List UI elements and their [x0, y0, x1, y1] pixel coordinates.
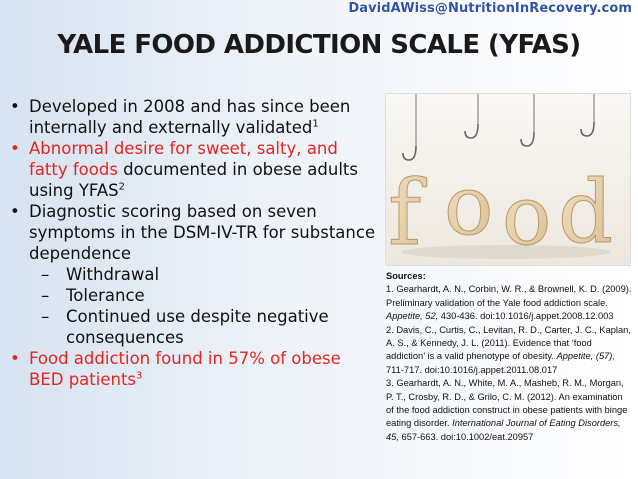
letter-d: d [558, 163, 613, 263]
bullet-bed-patients: Food addiction found in 57% of obese BED… [8, 348, 380, 390]
bullet-validation-text: Developed in 2008 and has since been int… [29, 97, 351, 137]
subbullet-withdrawal-text: Withdrawal [66, 265, 160, 284]
footnote-2: 2 [118, 181, 126, 193]
watermark-email: DavidAWiss@NutritionInRecovery.com [348, 1, 632, 16]
footnote-1: 1 [312, 118, 319, 130]
bullet-bed-patients-text: Food addiction found in 57% of obese BED… [29, 349, 341, 389]
bullet-validation: Developed in 2008 and has since been int… [8, 96, 380, 138]
source-ref-2: 2. Davis, C., Curtis, C., Levitan, R. D.… [386, 324, 631, 375]
subbullet-tolerance-text: Tolerance [66, 286, 145, 305]
source-ref-1: 1. Gearhardt, A. N., Corbin, W. R., & Br… [386, 284, 632, 322]
subbullet-withdrawal: Withdrawal [8, 264, 380, 285]
sources-block: Sources: 1. Gearhardt, A. N., Corbin, W.… [386, 270, 632, 444]
bullet-abnormal-desire-highlight: Abnormal desire for sweet, salty, and fa… [29, 139, 338, 179]
subbullet-continued-use-text: Continued use despite negative consequen… [66, 307, 329, 347]
letter-f: f [388, 161, 427, 266]
bullet-abnormal-desire-text: documented in obese adults using YFAS [29, 160, 358, 200]
bullet-diagnostic-text: Diagnostic scoring based on seven sympto… [29, 202, 376, 263]
sources-header: Sources: [386, 271, 426, 281]
source-ref-3: 3. Gearhardt, A. N., White, M. A., Mashe… [386, 378, 628, 442]
bullet-abnormal-desire: Abnormal desire for sweet, salty, and fa… [8, 138, 380, 201]
bullet-diagnostic: Diagnostic scoring based on seven sympto… [8, 201, 380, 264]
fishing-hooks-food-letters-icon: f o o d [386, 94, 630, 266]
letter-o-1: o [444, 159, 493, 254]
bullet-list: Developed in 2008 and has since been int… [8, 96, 380, 390]
letter-o-2: o [502, 169, 551, 264]
subbullet-continued-use: Continued use despite negative consequen… [8, 306, 380, 348]
subbullet-tolerance: Tolerance [8, 285, 380, 306]
footnote-3: 3 [136, 370, 143, 382]
food-letters-photo: f o o d [385, 93, 631, 266]
slide-title: YALE FOOD ADDICTION SCALE (YFAS) [57, 30, 581, 60]
